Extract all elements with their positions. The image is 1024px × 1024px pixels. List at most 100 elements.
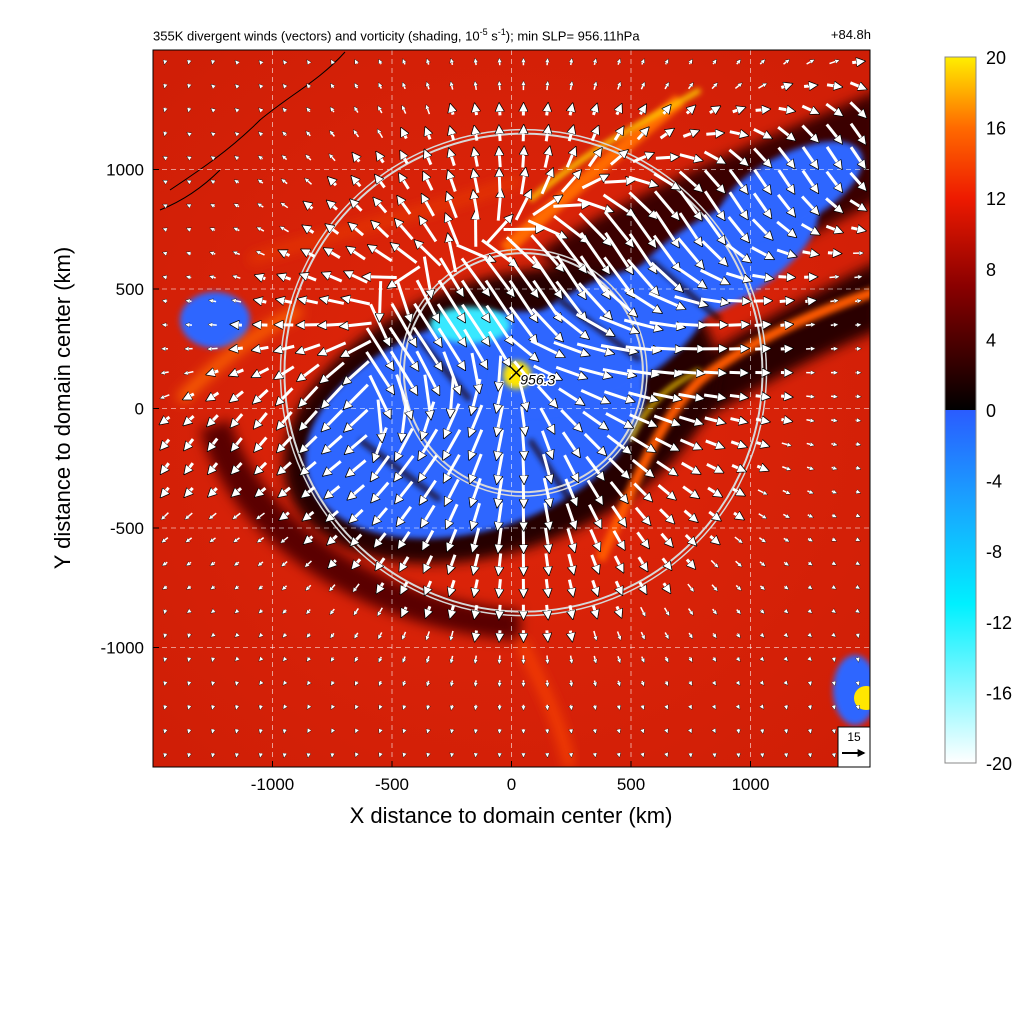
wind-vector [395, 219, 414, 241]
wind-vector [379, 60, 381, 65]
wind-vector [499, 169, 500, 194]
wind-vector [714, 753, 715, 757]
wind-vectors [160, 59, 865, 757]
wind-vector [256, 486, 267, 496]
wind-vector [284, 729, 285, 733]
wind-vector [331, 706, 333, 709]
wind-vector [802, 252, 818, 255]
wind-vector [499, 82, 500, 91]
wind-vector [377, 582, 383, 593]
wind-vector [184, 415, 195, 425]
wind-vector [424, 555, 434, 572]
wind-vector [849, 122, 865, 144]
wind-vector [858, 705, 859, 709]
wind-vector [187, 228, 191, 230]
wind-vector [447, 193, 458, 219]
center-x-icon [508, 365, 524, 381]
wind-vector [301, 460, 317, 475]
wind-vector [735, 560, 742, 566]
wind-vector [727, 216, 749, 242]
wind-vector [830, 324, 838, 325]
wind-vector [446, 214, 460, 245]
wind-vector [187, 611, 190, 613]
wind-vector [786, 729, 787, 733]
wind-vector [331, 632, 334, 637]
wind-vector [782, 466, 790, 470]
wind-vector [484, 279, 513, 322]
wind-vector [685, 558, 695, 568]
colorbar-tick-label: -4 [986, 472, 1002, 492]
wind-vector [475, 59, 476, 66]
wind-vector [603, 390, 633, 402]
wind-vector [161, 462, 170, 473]
wind-vector [523, 148, 524, 168]
wind-vector [761, 634, 764, 637]
wind-vector [588, 504, 603, 528]
wind-vector [235, 132, 238, 134]
wind-vector [623, 318, 661, 330]
wind-vector [437, 327, 465, 369]
wind-vector [565, 148, 575, 168]
wind-vector [234, 562, 240, 565]
wind-vector [640, 105, 645, 116]
wind-vector [283, 84, 285, 87]
colorbar-tick-label: 20 [986, 48, 1006, 68]
wind-vector [472, 502, 481, 529]
wind-vector [258, 204, 264, 208]
title-exp-1: -5 [479, 27, 488, 37]
wind-vector [629, 210, 655, 247]
wind-vector [185, 462, 194, 473]
wind-vector [810, 705, 811, 709]
wind-vector [625, 347, 660, 351]
wind-vector [664, 632, 668, 639]
wind-vector [759, 60, 764, 65]
wind-vector [352, 177, 362, 188]
wind-vector [689, 60, 692, 65]
wind-vector [451, 630, 453, 640]
wind-vector [801, 104, 818, 113]
wind-vector [571, 680, 572, 686]
wind-vector [780, 396, 791, 397]
wind-vector [276, 387, 294, 404]
wind-vector [703, 150, 725, 163]
wind-vector [185, 438, 195, 450]
wind-vector [732, 489, 744, 495]
wind-vector [674, 265, 706, 288]
wind-vector [164, 84, 165, 88]
wind-vector [566, 528, 575, 552]
wind-vector [558, 387, 584, 405]
wind-vector [713, 632, 716, 637]
x-axis-label: X distance to domain center (km) [350, 803, 673, 828]
wind-vector [415, 241, 442, 267]
wind-vector [858, 681, 859, 685]
wind-vector [447, 528, 458, 550]
wind-vector [283, 634, 286, 637]
wind-vector [395, 374, 412, 419]
wind-vector [302, 248, 316, 258]
wind-vector [612, 530, 624, 549]
wind-vector [255, 436, 268, 452]
wind-vector [602, 368, 635, 376]
wind-vector [210, 537, 216, 542]
wind-vector [283, 658, 285, 661]
wind-vector [397, 505, 413, 525]
wind-vector [810, 729, 811, 733]
wind-vector [807, 515, 813, 518]
wind-vector [776, 220, 795, 237]
wind-vector [301, 274, 317, 282]
wind-vector [807, 539, 812, 542]
wind-vector [463, 328, 487, 368]
wind-vector [711, 584, 717, 591]
wind-vector [233, 512, 241, 519]
wind-vector [624, 288, 661, 312]
colorbar-tick-label: -20 [986, 754, 1012, 774]
wind-vector [325, 485, 341, 498]
wind-vector [329, 154, 336, 162]
wind-vector [726, 243, 750, 261]
wind-vector [322, 384, 344, 407]
wind-vector [829, 60, 838, 65]
wind-vector [330, 730, 333, 733]
wind-vector [677, 372, 704, 374]
wind-vector [555, 365, 586, 378]
wind-vector [230, 390, 244, 402]
